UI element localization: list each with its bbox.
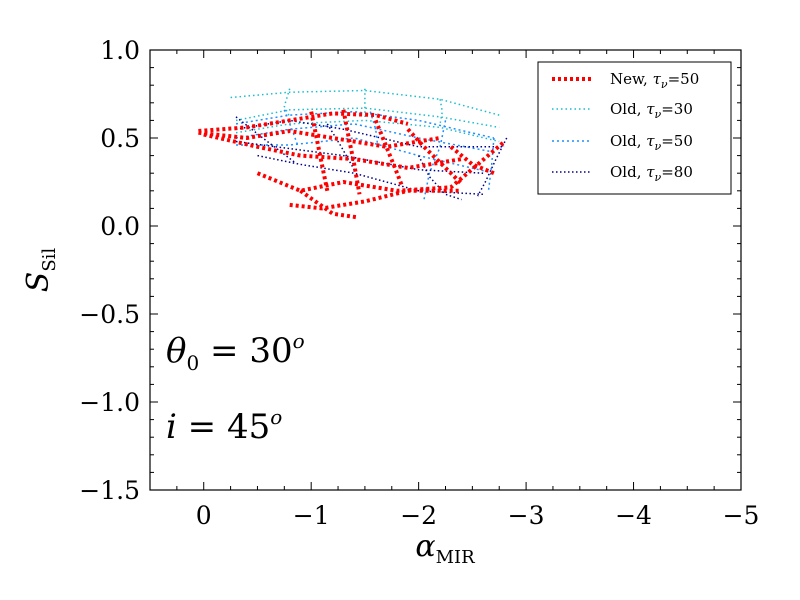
legend-label-old-80-suffix: =80 (661, 163, 693, 181)
series-old-50-line-2 (236, 137, 495, 174)
series-old-50-line-3 (283, 109, 300, 148)
y-tick-label: −1.0 (79, 388, 140, 417)
y-tick-label: −1.5 (79, 476, 140, 505)
legend-box (537, 61, 732, 195)
series-old-80-line-2 (257, 154, 484, 196)
y-tick-label: 1.0 (100, 36, 140, 65)
series-old-80-line-4 (326, 123, 355, 171)
legend-label-old-80-sym: τ (646, 163, 655, 181)
series-new-50-line-8 (373, 119, 405, 189)
legend-entry-old-80: Old, τν=80 (552, 163, 693, 184)
legend-label-old-50-prefix: Old, (610, 132, 646, 150)
legend-label-new-50-suffix: =50 (668, 70, 700, 88)
series-old-80-line-5 (417, 155, 462, 201)
annotation-theta-sub: 0 (186, 351, 199, 375)
legend-label-new-50-prefix: New, (610, 70, 653, 88)
legend-label-old-30-sub: ν (655, 108, 662, 121)
x-tick-label: −2 (400, 501, 437, 530)
series-new-50-line-10 (449, 145, 495, 176)
legend-label-old-50: Old, τν=50 (610, 132, 693, 153)
annotation-inclination: i = 45o (166, 405, 282, 447)
legend-entry-old-30: Old, τν=30 (552, 100, 693, 121)
annotation-incl-eq: = 45 (177, 407, 270, 447)
x-tick-label: −5 (723, 501, 760, 530)
legend-label-old-30-suffix: =30 (661, 100, 693, 118)
series-old-30-line-1 (235, 107, 500, 129)
annotation-theta-var: θ (166, 331, 186, 371)
legend: New, τν=50 Old, τν=30 Old, τν=50 Old, τν… (537, 61, 732, 195)
series-old-50-line-6 (487, 137, 495, 191)
annotation-theta-sup: o (293, 329, 305, 353)
series-layer (198, 88, 508, 220)
legend-label-old-80-prefix: Old, (610, 163, 646, 181)
series-new-50-line-5 (299, 189, 357, 220)
legend-label-new-50-sym: τ (653, 70, 662, 88)
series-old-80-line-6 (477, 137, 508, 197)
y-axis-label: SSil (21, 248, 60, 293)
annotation-theta-eq: = 30 (199, 331, 292, 371)
x-tick-label: −1 (293, 501, 330, 530)
series-new-50-line-7 (341, 109, 362, 195)
legend-label-old-30-prefix: Old, (610, 100, 646, 118)
series-new-50-line-4 (289, 188, 462, 211)
x-axis-label: αMIR (415, 529, 475, 568)
series-new-50-line-2 (203, 132, 462, 170)
legend-label-old-50-sym: τ (646, 132, 655, 150)
legend-label-old-80: Old, τν=80 (610, 163, 693, 184)
legend-label-new-50-sub: ν (661, 78, 668, 91)
y-tick-label: 0.5 (100, 124, 140, 153)
axis-ticks: 0 −1 −2 −3 −4 −5 1.0 0.5 0.0 −0.5 −1.0 −1.5 (79, 36, 759, 530)
series-old-50-line-0 (235, 110, 495, 139)
legend-label-old-50-suffix: =50 (661, 132, 693, 150)
x-tick-label: 0 (196, 501, 212, 530)
legend-label-old-30-sym: τ (646, 100, 655, 118)
series-new-50 (198, 109, 506, 220)
y-tick-label: 0.0 (100, 212, 140, 241)
series-old-50-line-5 (423, 120, 447, 200)
legend-label-old-80-sub: ν (655, 171, 662, 184)
annotation-theta: θ0 = 30o (166, 329, 305, 375)
series-old-30-line-2 (235, 119, 500, 143)
series-old-30 (230, 88, 500, 143)
legend-label-old-30: Old, τν=30 (610, 100, 693, 121)
series-old-80-line-3 (235, 116, 296, 164)
series-new-50-line-9 (406, 127, 464, 186)
legend-label-old-50-sub: ν (655, 140, 662, 153)
x-axis-label-sub: MIR (436, 547, 476, 568)
x-tick-label: −4 (615, 501, 652, 530)
series-old-50-line-4 (369, 111, 379, 147)
series-old-30-line-3 (283, 88, 291, 118)
series-old-30-line-0 (230, 89, 500, 116)
legend-entry-new-50: New, τν=50 (552, 70, 699, 91)
x-axis-label-main: α (415, 529, 435, 564)
series-old-80-line-1 (235, 140, 484, 174)
y-axis-label-main: S (21, 272, 56, 293)
series-new-50-line-1 (198, 129, 441, 149)
y-axis-label-sub: Sil (39, 248, 60, 272)
legend-label-new-50: New, τν=50 (610, 70, 699, 91)
x-tick-label: −3 (508, 501, 545, 530)
series-new-50-line-6 (309, 111, 330, 192)
annotation-incl-sup: o (270, 405, 282, 429)
y-tick-label: −0.5 (79, 300, 140, 329)
annotation-incl-var: i (166, 407, 177, 447)
legend-entry-old-50: Old, τν=50 (552, 132, 693, 153)
